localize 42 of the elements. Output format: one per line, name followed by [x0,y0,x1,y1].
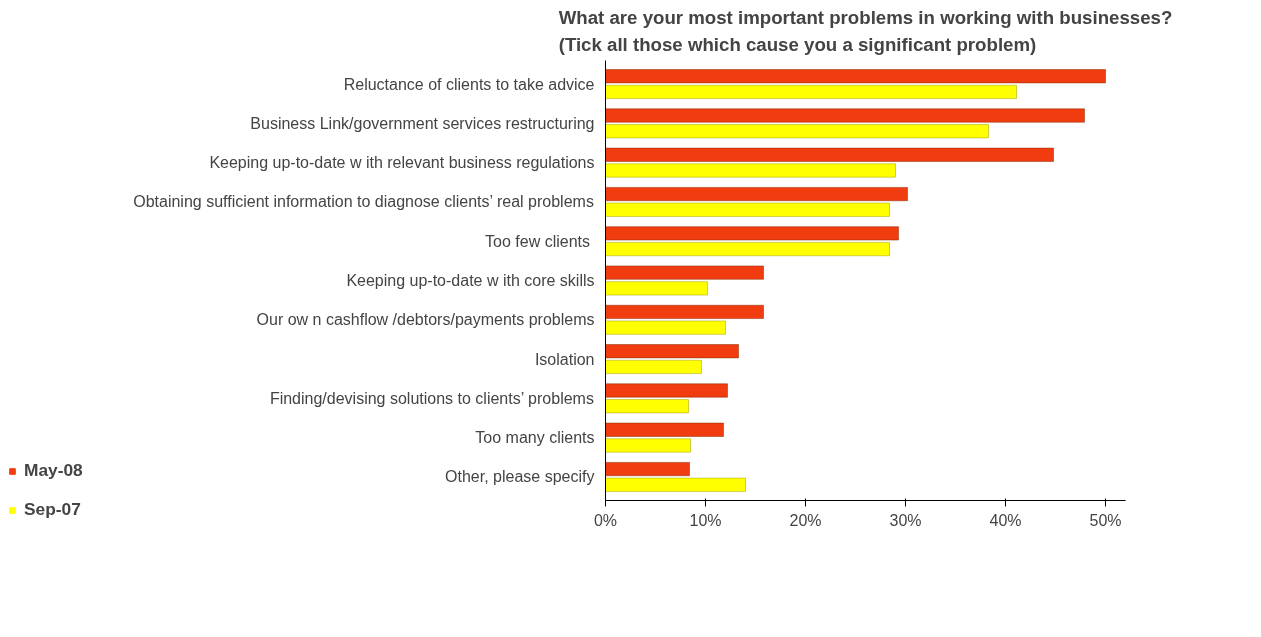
bar [605,187,908,201]
bar [605,399,689,414]
bar [605,265,764,280]
y-tick-label: Keeping up-to-date w ith core skills [346,272,595,289]
x-tick-label: 10% [689,511,722,529]
legend-label: May-08 [24,460,83,481]
y-tick-label: Reluctance of clients to take advice [343,75,595,93]
y-tick-label: Too few clients [485,232,591,250]
bar [605,69,1106,84]
x-tick-label: 30% [889,511,922,529]
bar [605,383,728,398]
y-tick-label: Our ow n cashflow /debtors/payments problems [256,311,595,329]
bar [605,281,708,296]
bar [605,344,739,359]
bar [605,422,724,437]
bar [605,226,899,241]
x-tick-label: 0% [593,511,618,529]
y-tick-label: Too many clients [475,429,595,447]
bar [605,124,989,139]
bar [605,305,764,319]
bar [605,147,1054,162]
y-tick-label: Isolation [534,350,595,368]
bar [605,163,896,178]
x-tick-label: 20% [789,511,822,529]
bar [605,438,691,453]
chart-title: What are your most important problems in working with businesses? (Tick all those which cause you a significant problem) [558,7,1173,56]
bar [605,360,702,374]
y-tick-label: Finding/devising solutions to clients’ problems [269,389,594,407]
bar [605,477,746,492]
bar [605,202,890,217]
y-tick-label: Business Link/government services restructuring [250,114,595,132]
legend-label: Sep-07 [24,499,81,520]
y-tick-label: Obtaining sufficient information to diagnose clients’ real problems [133,193,594,211]
bar [605,242,890,256]
bar [605,108,1085,123]
bar [605,462,690,476]
x-tick-label: 50% [1089,511,1122,529]
y-tick-label: Keeping up-to-date w ith relevant business regulations [209,154,595,172]
x-tick-label: 40% [989,511,1022,529]
bar [605,320,726,335]
bar [605,85,1017,99]
y-tick-label: Other, please specify [445,468,595,486]
